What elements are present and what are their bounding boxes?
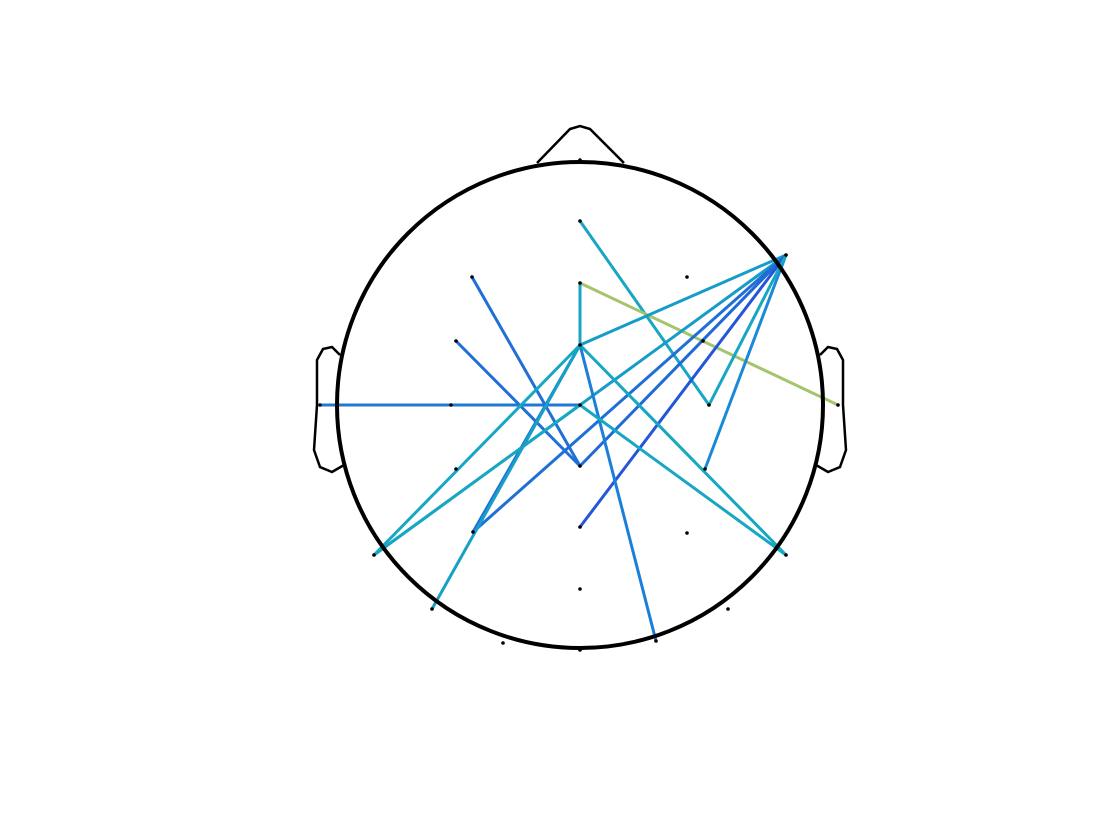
right-ear bbox=[815, 345, 848, 474]
electrode bbox=[703, 467, 707, 471]
nose bbox=[536, 124, 625, 164]
connection bbox=[703, 253, 788, 471]
connection bbox=[470, 275, 582, 468]
connection bbox=[578, 343, 788, 557]
electrode bbox=[578, 648, 582, 652]
electrode bbox=[318, 403, 322, 407]
electrode bbox=[471, 530, 475, 534]
electrode bbox=[578, 587, 582, 591]
electrode bbox=[578, 281, 582, 285]
electrode bbox=[578, 464, 582, 468]
electrode bbox=[701, 339, 705, 343]
electrode bbox=[449, 403, 453, 407]
electrode bbox=[707, 403, 711, 407]
connection bbox=[578, 403, 788, 557]
head-outline bbox=[312, 124, 848, 474]
electrode bbox=[784, 253, 788, 257]
electrode bbox=[685, 275, 689, 279]
electrode bbox=[784, 553, 788, 557]
connection bbox=[578, 253, 788, 468]
electrode bbox=[578, 219, 582, 223]
electrode bbox=[685, 531, 689, 535]
connection bbox=[372, 403, 582, 557]
electrode bbox=[470, 275, 474, 279]
electrode bbox=[578, 525, 582, 529]
connection bbox=[578, 253, 788, 529]
left-ear bbox=[312, 345, 345, 474]
electrode bbox=[578, 158, 582, 162]
head bbox=[335, 160, 825, 650]
electrode bbox=[578, 403, 582, 407]
electrode bbox=[430, 607, 434, 611]
connection bbox=[578, 343, 658, 643]
electrode bbox=[578, 343, 582, 347]
connection bbox=[578, 253, 788, 347]
connection bbox=[430, 343, 582, 611]
electrode bbox=[654, 639, 658, 643]
edges bbox=[318, 219, 840, 643]
electrode bbox=[836, 403, 840, 407]
electrode bbox=[454, 467, 458, 471]
connection bbox=[372, 343, 582, 557]
electrode bbox=[372, 553, 376, 557]
electrode bbox=[501, 641, 505, 645]
electrodes bbox=[318, 158, 840, 652]
connection bbox=[578, 281, 840, 407]
electrode bbox=[454, 339, 458, 343]
connection bbox=[707, 253, 788, 407]
electrode bbox=[726, 607, 730, 611]
